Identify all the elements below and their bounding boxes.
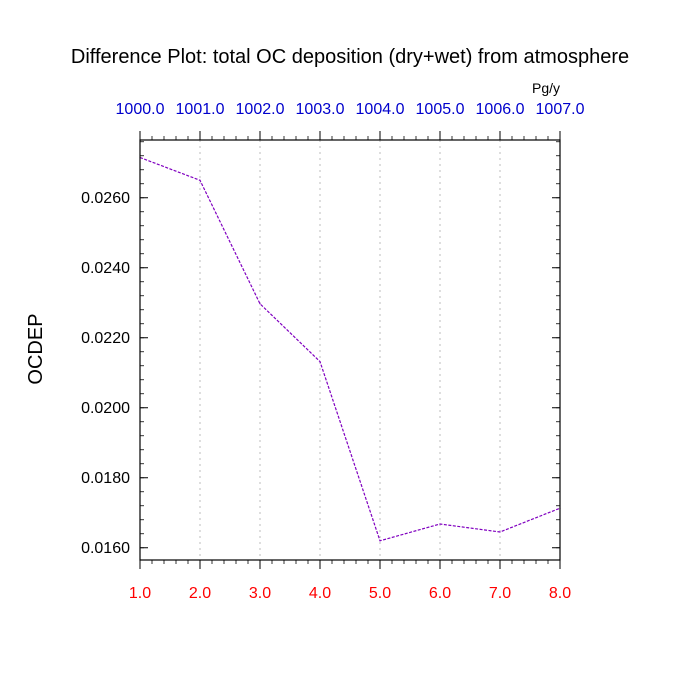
- data-point: [319, 360, 321, 363]
- tick-labels: 0.0160 0.0180 0.0200 0.0220 0.0240 0.0260 1.0 1…: [81, 101, 585, 602]
- data-point: [439, 523, 441, 525]
- chart-title: Difference Plot: total OC deposition (dr…: [71, 46, 629, 68]
- data-point: [379, 540, 381, 542]
- x-tick-label-top: 1005.0: [416, 101, 465, 118]
- series-line: [139, 156, 561, 542]
- x-tick-label-bottom: 5.0: [369, 585, 391, 602]
- y-tick-label: 0.0160: [81, 540, 130, 557]
- x-tick-label-top: 1000.0: [116, 101, 165, 118]
- x-tick-label-bottom: 7.0: [489, 585, 511, 602]
- data-point: [499, 531, 501, 533]
- data-point: [259, 303, 261, 305]
- x-tick-label-bottom: 3.0: [249, 585, 271, 602]
- axis-ticks: [139, 131, 561, 569]
- units-label: Pg/y: [532, 80, 560, 96]
- x-tick-label-top: 1003.0: [296, 101, 345, 118]
- x-tick-label-bottom: 2.0: [189, 585, 211, 602]
- data-series: [139, 156, 561, 542]
- y-tick-label: 0.0260: [81, 190, 130, 207]
- data-point: [199, 179, 201, 181]
- y-tick-label: 0.0240: [81, 260, 130, 277]
- x-tick-label-bottom: 1.0: [129, 585, 151, 602]
- y-tick-label: 0.0180: [81, 470, 130, 487]
- x-tick-label-bottom: 4.0: [309, 585, 331, 602]
- y-axis-label: OCDEP: [25, 313, 47, 384]
- x-tick-label-bottom: 8.0: [549, 585, 571, 602]
- y-tick-label: 0.0220: [81, 330, 130, 347]
- x-tick-label-bottom: 6.0: [429, 585, 451, 602]
- y-tick-label: 0.0200: [81, 400, 130, 417]
- x-tick-label-top: 1004.0: [356, 101, 405, 118]
- x-tick-label-top: 1001.0: [176, 101, 225, 118]
- x-tick-label-top: 1006.0: [476, 101, 525, 118]
- plot-frame: [139, 139, 561, 561]
- x-tick-label-top: 1002.0: [236, 101, 285, 118]
- x-tick-label-top: 1007.0: [536, 101, 585, 118]
- grid-lines: [199, 140, 501, 560]
